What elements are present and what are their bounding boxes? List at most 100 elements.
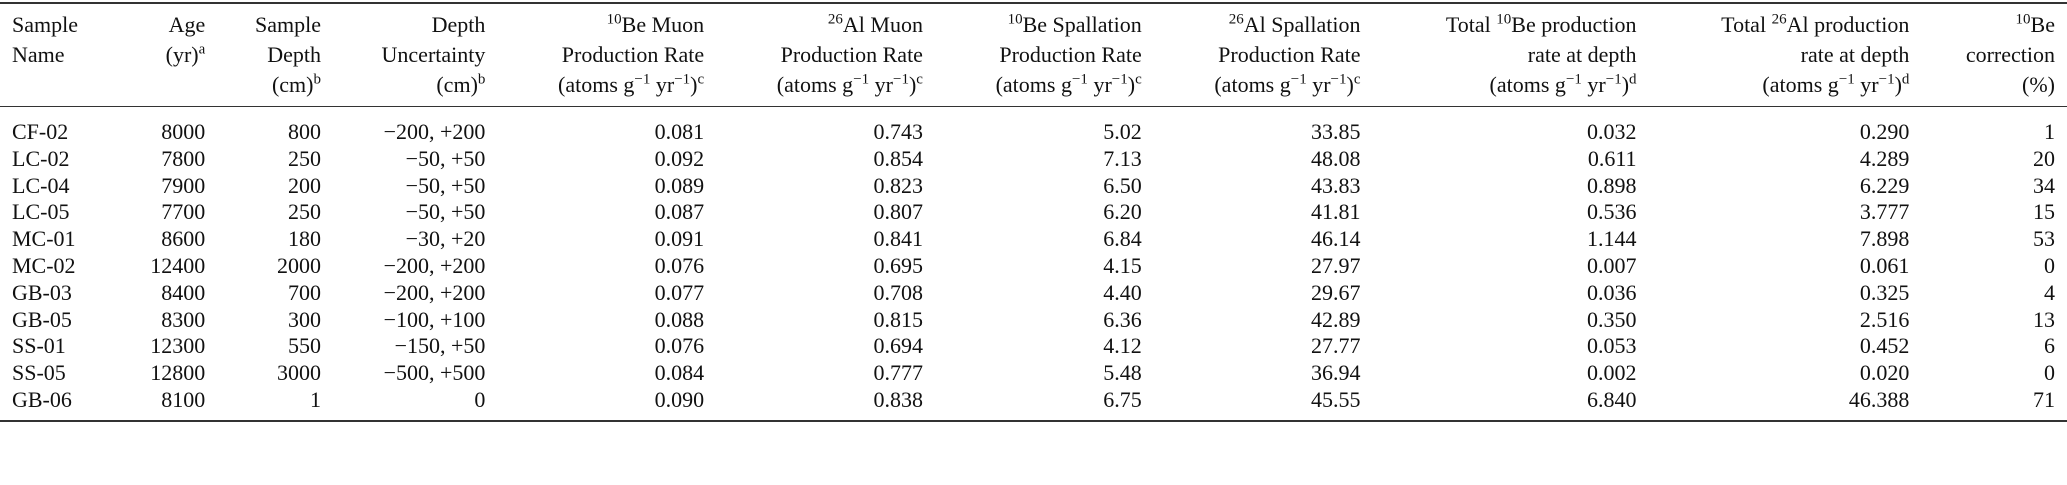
cell-sample-depth: 200 — [288, 172, 321, 198]
cell-be-muon-rate: 0.088 — [654, 306, 705, 332]
header-depth-uncertainty: Depth Uncertainty (cm)b — [333, 2, 498, 107]
cell-sample-depth: 800 — [288, 119, 321, 144]
cell-al-muon-rate: 0.815 — [873, 306, 923, 332]
table-row: CF-02 8000 800 −200, +200 0.081 0.743 5.02 33.8… — [0, 107, 2067, 146]
table-row: MC-01 8600 180 −30, +20 0.091 0.841 6.84 46.14 1… — [0, 226, 2067, 253]
cell-be-muon-rate: 0.087 — [654, 199, 705, 225]
table-row: SS-01 12300 550 −150, +50 0.076 0.694 4.12 27.7… — [0, 333, 2067, 360]
cell-age: 8300 — [161, 306, 206, 332]
cell-be-spallation-rate: 7.13 — [1103, 145, 1142, 171]
cell-depth-uncertainty: −50, +50 — [405, 172, 486, 198]
cell-depth-uncertainty: −100, +100 — [383, 306, 486, 332]
header-al-total-line1: Total 26 — [1721, 11, 1787, 37]
cell-al-spallation-rate: 43.83 — [1311, 172, 1361, 198]
cell-be-correction: 20 — [2033, 145, 2055, 171]
cell-al-muon-rate: 0.854 — [873, 145, 923, 171]
table-row: LC-05 7700 250 −50, +50 0.087 0.807 6.20 41.81 0… — [0, 199, 2067, 226]
table-row: MC-02 12400 2000 −200, +200 0.076 0.695 4.15 27… — [0, 253, 2067, 280]
cell-age: 12400 — [150, 252, 206, 278]
units: (atoms g−1 yr−1) — [1762, 71, 1902, 97]
cell-al-spallation-rate: 27.97 — [1311, 252, 1361, 278]
cell-age: 8000 — [161, 119, 206, 144]
cell-age: 8400 — [161, 279, 206, 305]
table-header: Sample Name Age (yr)a Sample Depth (cm)b… — [0, 2, 2067, 107]
table-row: LC-04 7900 200 −50, +50 0.089 0.823 6.50 43.83 0… — [0, 173, 2067, 200]
cell-be-spallation-rate: 6.36 — [1103, 306, 1142, 332]
header-age: Age (yr)a — [115, 2, 218, 107]
cell-sample-depth: 3000 — [277, 360, 321, 386]
cell-sample-name: GB-05 — [12, 306, 72, 332]
cell-be-muon-rate: 0.076 — [654, 252, 705, 278]
cell-depth-uncertainty: 0 — [333, 386, 498, 422]
cell-be-total-rate: 0.536 — [1587, 199, 1637, 225]
cell-al-spallation-rate: 27.77 — [1311, 333, 1361, 359]
cell-be-correction: 71 — [1921, 386, 2067, 422]
header-be-total-line1: Total 10 — [1445, 11, 1512, 37]
cell-be-muon-rate: 0.092 — [654, 145, 705, 171]
cell-be-spallation-rate: 4.15 — [1103, 252, 1142, 278]
cell-al-total-rate: 3.777 — [1859, 199, 1910, 225]
header-al-spallation-rate: 26Al Spallation Production Rate (atoms g… — [1153, 2, 1373, 107]
header-be-spallation-rate: 10Be Spallation Production Rate (atoms g… — [934, 2, 1154, 107]
cell-be-correction: 0 — [2044, 252, 2055, 278]
cell-be-correction: 13 — [2033, 306, 2055, 332]
cell-sample-name: CF-02 — [12, 119, 69, 144]
cell-al-muon-rate: 0.743 — [873, 119, 923, 144]
cell-al-spallation-rate: 42.89 — [1311, 306, 1361, 332]
cell-sample-depth: 250 — [288, 199, 321, 225]
production-rate-table: Sample Name Age (yr)a Sample Depth (cm)b… — [0, 2, 2067, 422]
cell-sample-name: LC-04 — [12, 172, 70, 198]
cell-sample-name: LC-02 — [12, 145, 70, 171]
cell-al-muon-rate: 0.695 — [873, 252, 923, 278]
cell-sample-depth: 1 — [217, 386, 333, 422]
cell-al-muon-rate: 0.807 — [873, 199, 923, 225]
cell-be-spallation-rate: 6.20 — [1103, 199, 1142, 225]
cell-al-total-rate: 4.289 — [1859, 145, 1910, 171]
cell-be-total-rate: 0.002 — [1587, 360, 1637, 386]
cell-be-muon-rate: 0.089 — [654, 172, 705, 198]
units: (atoms g−1 yr−1) — [776, 71, 917, 97]
table-body: CF-02 8000 800 −200, +200 0.081 0.743 5.02 33.8… — [0, 107, 2067, 422]
cell-sample-depth: 2000 — [277, 252, 321, 278]
cell-age: 7900 — [161, 172, 206, 198]
cell-depth-uncertainty: −30, +20 — [405, 226, 486, 252]
cell-sample-name: MC-02 — [12, 252, 76, 278]
cell-al-spallation-rate: 33.85 — [1311, 119, 1361, 144]
cell-be-total-rate: 0.898 — [1587, 172, 1637, 198]
cell-al-total-rate: 46.388 — [1648, 386, 1922, 422]
cell-sample-depth: 250 — [288, 145, 321, 171]
cell-age: 7800 — [161, 145, 206, 171]
header-al-total-rate: Total 26Al production rate at depth (ato… — [1648, 2, 1922, 107]
cell-age: 12300 — [150, 333, 206, 359]
cell-sample-name: SS-05 — [12, 360, 66, 386]
cell-depth-uncertainty: −200, +200 — [383, 252, 486, 278]
cell-be-total-rate: 1.144 — [1587, 226, 1637, 252]
cell-be-spallation-rate: 6.84 — [1103, 226, 1142, 252]
cell-sample-depth: 550 — [288, 333, 321, 359]
cell-be-spallation-rate: 4.40 — [1103, 279, 1142, 305]
cell-be-correction: 34 — [2033, 172, 2055, 198]
units: (atoms g−1 yr−1) — [1214, 71, 1354, 97]
cell-be-muon-rate: 0.081 — [654, 119, 705, 144]
cell-be-correction: 53 — [2033, 226, 2055, 252]
cell-depth-uncertainty: −200, +200 — [383, 279, 486, 305]
cell-be-correction: 0 — [2044, 360, 2055, 386]
cell-depth-uncertainty: −50, +50 — [405, 145, 486, 171]
cell-al-muon-rate: 0.823 — [873, 172, 923, 198]
cell-be-spallation-rate: 6.75 — [934, 386, 1154, 422]
cell-al-muon-rate: 0.838 — [716, 386, 935, 422]
cell-sample-name: LC-05 — [12, 199, 70, 225]
cell-al-total-rate: 0.452 — [1859, 333, 1910, 359]
cell-al-muon-rate: 0.708 — [873, 279, 923, 305]
cell-be-spallation-rate: 4.12 — [1103, 333, 1142, 359]
cell-al-spallation-rate: 46.14 — [1311, 226, 1361, 252]
cell-al-muon-rate: 0.777 — [873, 360, 923, 386]
header-sample-name: Sample Name — [0, 2, 116, 107]
cell-be-correction: 1 — [2044, 119, 2055, 144]
units: (atoms g−1 yr−1) — [1489, 71, 1630, 97]
cell-sample-depth: 180 — [288, 226, 321, 252]
cell-be-total-rate: 0.611 — [1587, 145, 1637, 171]
cell-be-spallation-rate: 5.48 — [1103, 360, 1142, 386]
header-be-muon-rate: 10Be Muon Production Rate (atoms g−1 yr−… — [497, 2, 717, 107]
